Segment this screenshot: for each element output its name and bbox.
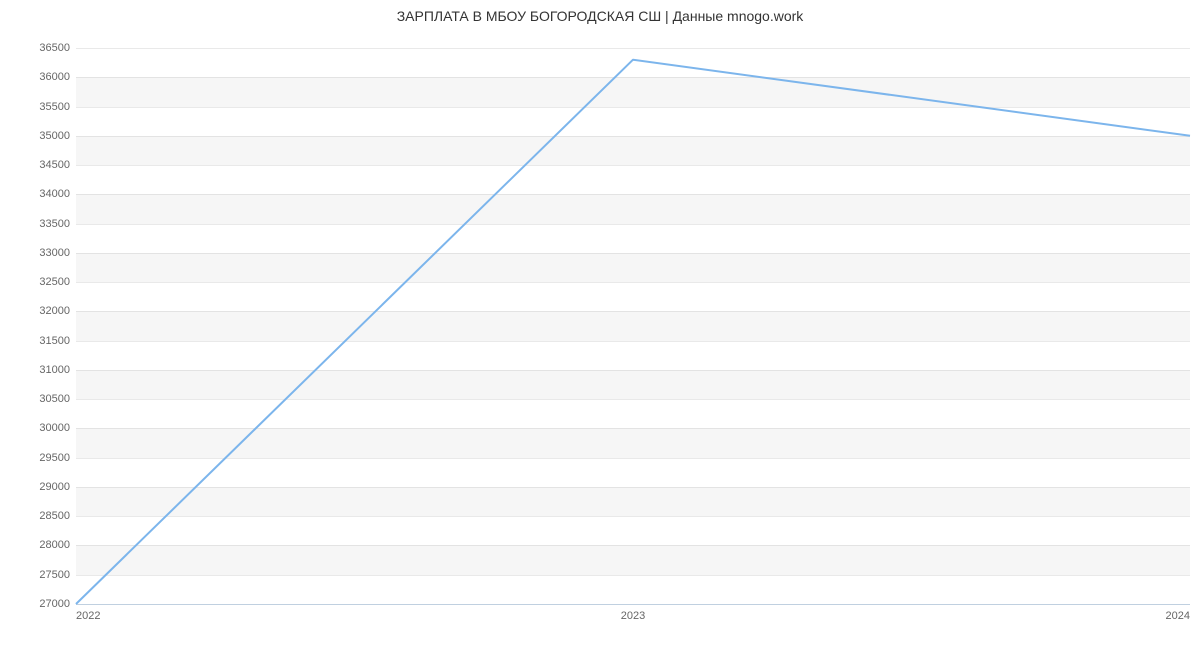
y-tick-label: 35000 bbox=[39, 130, 76, 142]
y-tick-label: 34000 bbox=[39, 188, 76, 200]
y-tick-label: 27500 bbox=[39, 569, 76, 581]
y-tick-label: 28500 bbox=[39, 510, 76, 522]
y-tick-label: 29500 bbox=[39, 452, 76, 464]
y-tick-label: 29000 bbox=[39, 481, 76, 493]
y-tick-label: 31000 bbox=[39, 364, 76, 376]
y-tick-label: 28000 bbox=[39, 539, 76, 551]
y-tick-label: 33500 bbox=[39, 218, 76, 230]
y-tick-label: 32000 bbox=[39, 305, 76, 317]
x-tick-label: 2022 bbox=[76, 604, 100, 622]
series-line bbox=[76, 60, 1190, 604]
series-layer bbox=[76, 48, 1190, 604]
y-tick-label: 34500 bbox=[39, 159, 76, 171]
y-tick-label: 30500 bbox=[39, 393, 76, 405]
y-tick-label: 32500 bbox=[39, 276, 76, 288]
x-tick-label: 2023 bbox=[621, 604, 645, 622]
y-tick-label: 31500 bbox=[39, 335, 76, 347]
x-tick-label: 2024 bbox=[1166, 604, 1190, 622]
y-tick-label: 33000 bbox=[39, 247, 76, 259]
chart-title: ЗАРПЛАТА В МБОУ БОГОРОДСКАЯ СШ | Данные … bbox=[0, 8, 1200, 24]
chart-container: ЗАРПЛАТА В МБОУ БОГОРОДСКАЯ СШ | Данные … bbox=[0, 0, 1200, 650]
y-tick-label: 36500 bbox=[39, 42, 76, 54]
y-tick-label: 30000 bbox=[39, 422, 76, 434]
plot-area: 2700027500280002850029000295003000030500… bbox=[76, 48, 1190, 604]
y-tick-label: 27000 bbox=[39, 598, 76, 610]
y-tick-label: 36000 bbox=[39, 71, 76, 83]
y-tick-label: 35500 bbox=[39, 101, 76, 113]
